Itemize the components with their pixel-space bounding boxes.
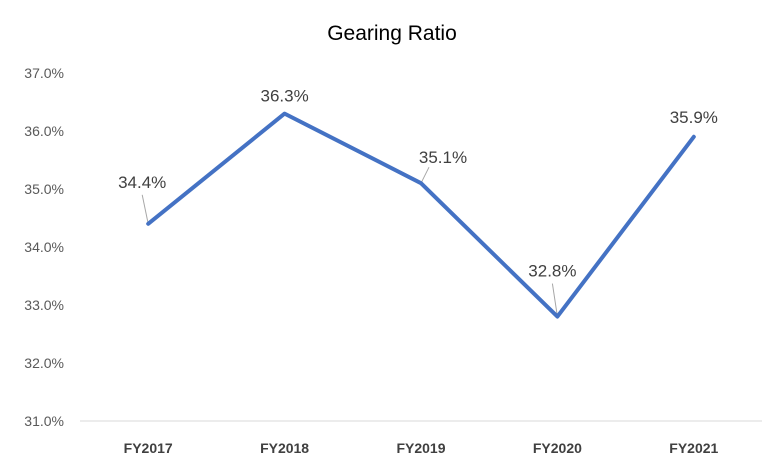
series-line [146, 111, 696, 319]
data-label-leaders [141, 166, 558, 317]
data-label: 34.4% [118, 173, 166, 192]
x-tick-label: FY2019 [396, 440, 445, 456]
y-tick-label: 36.0% [24, 123, 64, 139]
x-axis-ticks: FY2017 FY2018 FY2019 FY2020 FY2021 [124, 440, 719, 456]
y-tick-label: 33.0% [24, 297, 64, 313]
data-label-leader [551, 283, 558, 317]
y-tick-label: 35.0% [24, 181, 64, 197]
data-labels: 34.4% 36.3% 35.1% 32.8% 35.9% [118, 87, 718, 281]
data-label-leader [141, 194, 149, 224]
x-tick-label: FY2020 [533, 440, 582, 456]
x-tick-label: FY2017 [124, 440, 173, 456]
x-tick-label: FY2018 [260, 440, 309, 456]
y-tick-label: 31.0% [24, 413, 64, 429]
data-label: 35.1% [419, 148, 467, 167]
y-tick-label: 32.0% [24, 355, 64, 371]
y-tick-label: 37.0% [24, 65, 64, 81]
data-label-leader [420, 166, 430, 184]
data-label: 32.8% [528, 262, 576, 281]
data-label: 35.9% [670, 108, 718, 127]
y-tick-label: 34.0% [24, 239, 64, 255]
chart-title: Gearing Ratio [327, 22, 457, 45]
x-tick-label: FY2021 [669, 440, 718, 456]
y-axis-ticks: 31.0% 32.0% 33.0% 34.0% 35.0% 36.0% 37.0% [24, 65, 64, 429]
data-label: 36.3% [260, 87, 308, 106]
